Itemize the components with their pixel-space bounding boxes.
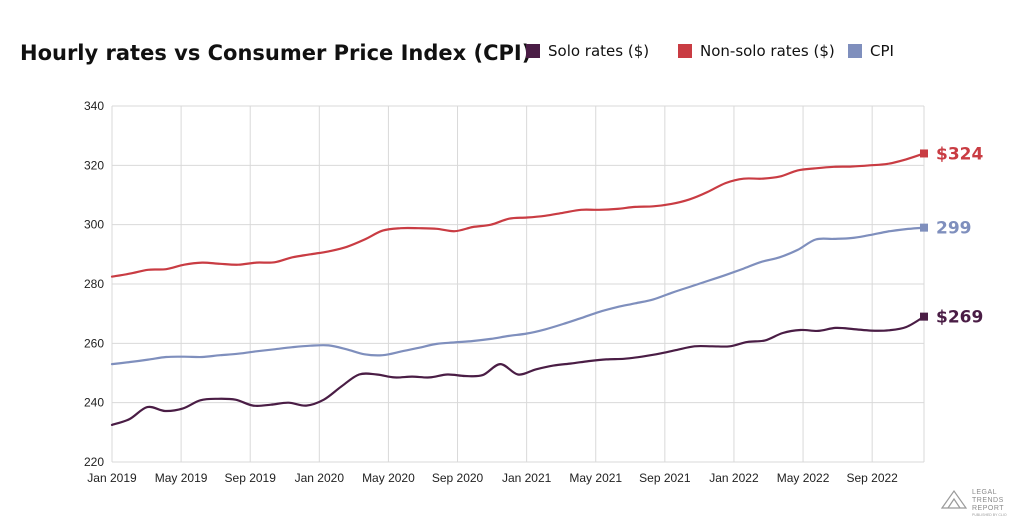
x-tick-label: Sep 2019 — [225, 471, 277, 485]
x-tick-label: Sep 2021 — [639, 471, 691, 485]
end-marker-cpi — [920, 223, 928, 232]
legend-label-non-solo: Non-solo rates ($) — [700, 42, 835, 60]
chart-title: Hourly rates vs Consumer Price Index (CP… — [20, 41, 531, 65]
y-tick-label: 220 — [84, 455, 104, 469]
series-line-non-solo — [110, 152, 926, 278]
logo-line-3: REPORT — [972, 505, 1004, 512]
logo-line-2: TRENDS — [972, 497, 1004, 504]
end-markers: $269 $324 299 — [920, 144, 983, 328]
logo-line-1: LEGAL — [972, 489, 997, 496]
logo-subtext: PUBLISHED BY CLIO — [972, 513, 1007, 517]
y-tick-label: 340 — [84, 99, 104, 113]
legend-swatch-cpi — [848, 44, 862, 58]
x-tick-label: May 2022 — [777, 471, 830, 485]
x-tick-label: Jan 2022 — [709, 471, 759, 485]
end-marker-non-solo — [920, 149, 928, 158]
y-tick-label: 320 — [84, 158, 104, 172]
x-tick-label: Jan 2020 — [295, 471, 345, 485]
x-tick-label: Sep 2020 — [432, 471, 484, 485]
logo-mark-icon — [940, 489, 968, 509]
series-line-cpi — [110, 226, 926, 366]
legend-swatch-non-solo — [678, 44, 692, 58]
x-tick-label: Jan 2019 — [87, 471, 137, 485]
series-lines — [110, 152, 926, 426]
x-tick-label: May 2021 — [569, 471, 622, 485]
end-label-cpi: 299 — [936, 219, 972, 239]
end-marker-solo — [920, 312, 928, 321]
legend-label-cpi: CPI — [870, 42, 894, 60]
y-axis-ticks: 220 240 260 280 300 320 340 — [84, 99, 104, 469]
x-tick-label: Jan 2021 — [502, 471, 552, 485]
x-axis-ticks: Jan 2019 May 2019 Sep 2019 Jan 2020 May 2020… — [87, 471, 898, 485]
y-tick-label: 240 — [84, 396, 104, 410]
y-tick-label: 300 — [84, 218, 104, 232]
x-tick-label: Sep 2022 — [846, 471, 898, 485]
x-tick-label: May 2019 — [155, 471, 208, 485]
legend: Solo rates ($) Non-solo rates ($) CPI — [526, 42, 894, 60]
x-tick-label: May 2020 — [362, 471, 415, 485]
legal-trends-report-logo: LEGAL TRENDS REPORT PUBLISHED BY CLIO — [940, 489, 1007, 517]
legend-swatch-solo — [526, 44, 540, 58]
end-label-non-solo: $324 — [936, 144, 983, 164]
y-tick-label: 280 — [84, 277, 104, 291]
end-label-solo: $269 — [936, 308, 983, 328]
y-tick-label: 260 — [84, 336, 104, 350]
legend-label-solo: Solo rates ($) — [548, 42, 649, 60]
series-line-solo — [110, 315, 926, 426]
grid — [111, 105, 925, 463]
